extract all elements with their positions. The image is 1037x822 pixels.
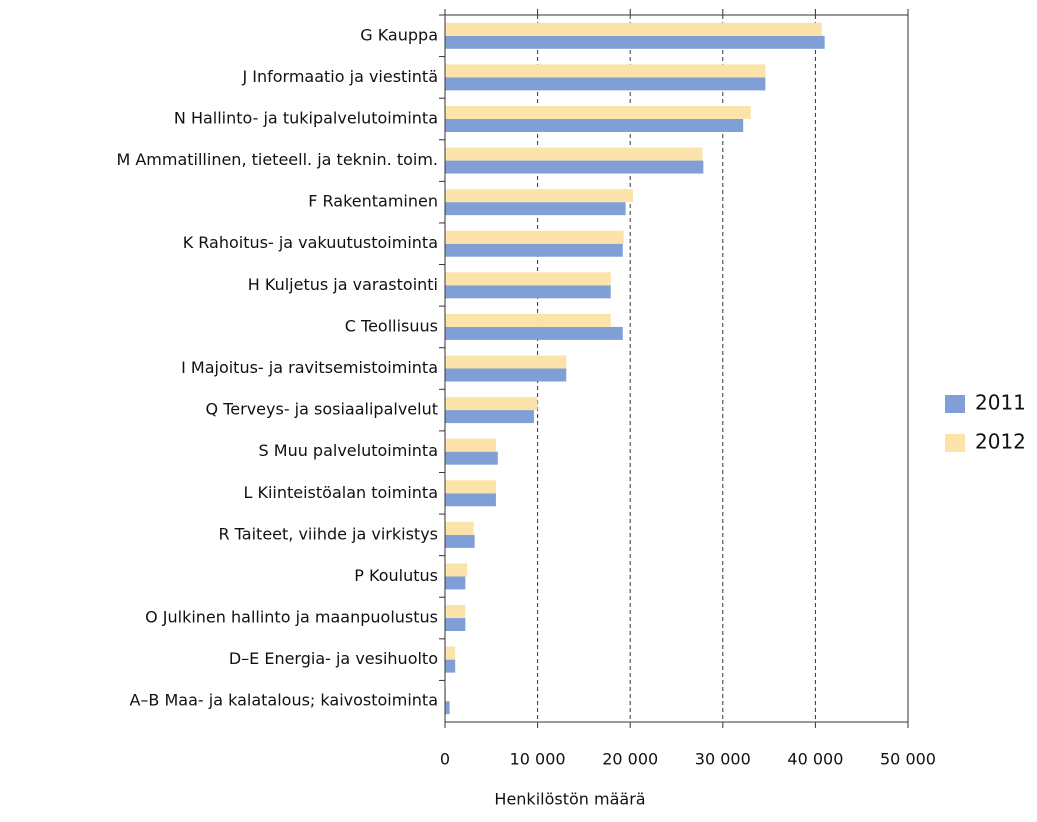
legend-swatch	[945, 434, 965, 452]
bar	[445, 230, 624, 244]
bar	[445, 605, 466, 619]
legend-swatch	[945, 395, 965, 413]
bar	[445, 438, 496, 452]
y-tick-label: F Rakentaminen	[308, 192, 438, 211]
x-axis-label: Henkilöstön määrä	[494, 790, 645, 809]
bar	[445, 64, 766, 78]
bar	[445, 147, 703, 161]
bar	[445, 326, 623, 340]
y-tick-label: H Kuljetus ja varastointi	[248, 275, 438, 294]
bar	[445, 189, 633, 203]
bar	[445, 521, 474, 535]
bar	[445, 118, 744, 132]
bar	[445, 202, 626, 216]
bar	[445, 355, 567, 369]
y-tick-label: I Majoitus- ja ravitsemistoiminta	[181, 358, 438, 377]
bar	[445, 35, 825, 49]
bar	[445, 701, 450, 715]
x-tick-label: 40 000	[787, 750, 843, 769]
bar	[445, 480, 496, 494]
plot-frame	[444, 14, 909, 723]
y-tick-label: P Koulutus	[354, 566, 438, 585]
bar	[445, 397, 538, 411]
y-tick-label: M Ammatillinen, tieteell. ja teknin. toi…	[116, 150, 438, 169]
bar	[445, 534, 475, 548]
bar	[445, 243, 623, 257]
x-tick-label: 10 000	[510, 750, 566, 769]
bar	[445, 493, 496, 507]
legend-label: 2011	[975, 391, 1026, 415]
legend-label: 2012	[975, 430, 1026, 454]
y-tick-label: O Julkinen hallinto ja maanpuolustus	[145, 608, 438, 627]
bar	[445, 22, 822, 36]
bar	[445, 272, 611, 286]
x-tick-label: 20 000	[602, 750, 658, 769]
y-tick-label: D–E Energia- ja vesihuolto	[229, 649, 438, 668]
bar	[445, 576, 466, 590]
y-tick-label: G Kauppa	[360, 25, 438, 44]
y-tick-label: R Taiteet, viihde ja virkistys	[218, 524, 438, 543]
bar	[445, 451, 498, 465]
y-tick-label: K Rahoitus- ja vakuutustoiminta	[183, 233, 438, 252]
bar	[445, 285, 611, 299]
y-tick-label: A–B Maa- ja kalatalous; kaivostoiminta	[129, 691, 438, 710]
x-tick-label: 50 000	[880, 750, 936, 769]
bar	[445, 646, 456, 660]
bar	[445, 105, 751, 119]
x-tick-label: 30 000	[695, 750, 751, 769]
bar	[445, 77, 766, 91]
y-tick-label: L Kiinteistöalan toiminta	[243, 483, 438, 502]
y-tick-label: C Teollisuus	[345, 316, 438, 335]
y-tick-label: N Hallinto- ja tukipalvelutoiminta	[174, 108, 438, 127]
bar	[445, 368, 567, 382]
bar	[445, 618, 466, 632]
bar	[445, 160, 704, 174]
y-tick-label: S Muu palvelutoiminta	[259, 441, 438, 460]
x-tick-label: 0	[440, 750, 450, 769]
bar	[445, 410, 534, 424]
y-tick-label: Q Terveys- ja sosiaalipalvelut	[206, 400, 438, 419]
bar	[445, 313, 611, 327]
bar	[445, 563, 468, 577]
y-tick-label: J Informaatio ja viestintä	[241, 67, 438, 86]
bar	[445, 659, 456, 673]
